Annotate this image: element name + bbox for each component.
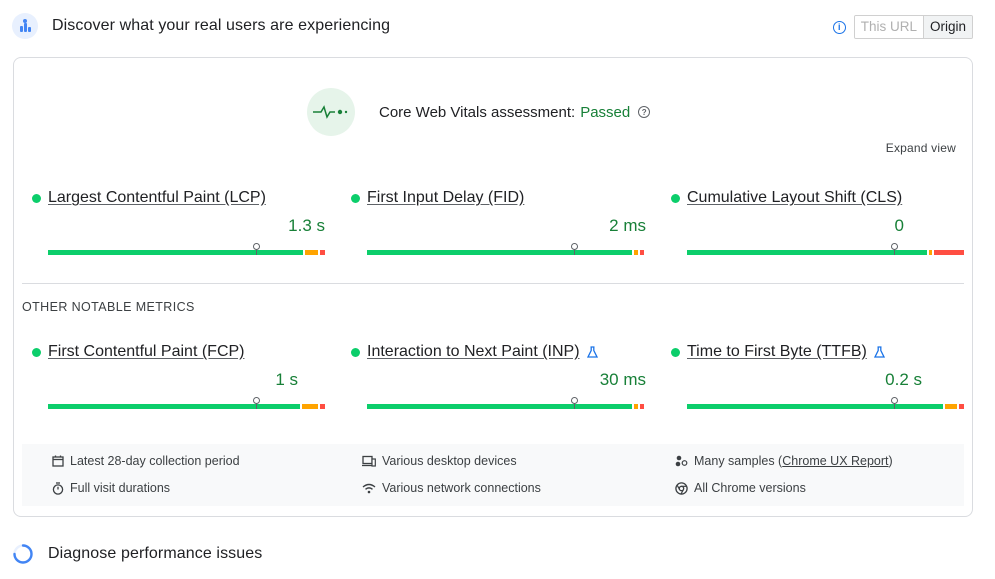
metric-fid: First Input Delay (FID) 2 ms — [351, 188, 646, 258]
metric-lcp: Largest Contentful Paint (LCP) 1.3 s — [32, 188, 325, 258]
info-icon[interactable]: i — [832, 20, 846, 34]
good-status-dot — [351, 347, 360, 357]
origin-button[interactable]: Origin — [923, 16, 972, 38]
collection-info-footer: Latest 28-day collection period Full vis… — [22, 444, 964, 506]
metric-value: 1.3 s — [288, 216, 325, 235]
metric-ttfb: Time to First Byte (TTFB) 0.2 s — [671, 342, 964, 412]
devices: Various desktop devices — [362, 454, 517, 468]
distribution-bar — [367, 397, 644, 409]
visit-durations-text: Full visit durations — [70, 481, 171, 495]
network: Various network connections — [362, 481, 541, 495]
chrome-icon — [675, 481, 688, 495]
metric-fcp: First Contentful Paint (FCP) 1 s — [32, 342, 325, 412]
devices-text: Various desktop devices — [382, 454, 517, 468]
distribution-bar — [367, 243, 644, 255]
metric-value: 1 s — [275, 370, 298, 389]
distribution-bar — [48, 243, 325, 255]
metric-cls: Cumulative Layout Shift (CLS) 0 — [671, 188, 964, 258]
metric-value: 30 ms — [599, 370, 646, 389]
help-icon[interactable]: ? — [638, 106, 651, 118]
assessment-label: Core Web Vitals assessment: — [379, 103, 576, 121]
chrome-ux-report-link[interactable]: Chrome UX Report — [782, 454, 889, 468]
samples-prefix-text: Many samples ( — [694, 454, 783, 468]
cwv-assessment: Core Web Vitals assessment: Passed ? — [307, 88, 651, 136]
expand-view-button[interactable]: Expand view — [885, 141, 956, 155]
other-metrics-label: OTHER NOTABLE METRICS — [22, 300, 195, 314]
metric-value: 0 — [894, 216, 904, 235]
good-status-dot — [351, 193, 360, 203]
metric-name-link[interactable]: Largest Contentful Paint (LCP) — [48, 189, 266, 206]
samples-icon — [675, 455, 688, 467]
field-data-header: Discover what your real users are experi… — [12, 11, 390, 41]
loading-spinner-icon — [13, 544, 33, 564]
metric-name-link[interactable]: Interaction to Next Paint (INP) — [367, 343, 580, 360]
field-data-card: Core Web Vitals assessment: Passed ? Exp… — [13, 57, 973, 517]
metric-name-link[interactable]: Time to First Byte (TTFB) — [687, 343, 867, 360]
devices-icon — [362, 455, 376, 467]
metric-value: 2 ms — [609, 216, 646, 235]
good-status-dot — [32, 193, 41, 203]
crux-users-icon — [12, 13, 38, 39]
chrome-versions-text: All Chrome versions — [694, 481, 806, 495]
experimental-flask-icon — [873, 346, 885, 358]
collection-period: Latest 28-day collection period — [52, 454, 240, 468]
good-status-dot — [671, 347, 680, 357]
metric-name-link[interactable]: First Contentful Paint (FCP) — [48, 343, 245, 360]
good-status-dot — [671, 193, 680, 203]
experimental-flask-icon — [586, 346, 598, 358]
pulse-icon — [307, 88, 355, 136]
visit-durations: Full visit durations — [52, 481, 170, 495]
stopwatch-icon — [52, 481, 64, 495]
distribution-bar — [687, 243, 964, 255]
metric-inp: Interaction to Next Paint (INP) 30 ms — [351, 342, 646, 412]
this-url-button[interactable]: This URL — [854, 16, 924, 38]
chrome-versions: All Chrome versions — [675, 481, 806, 495]
metric-name-link[interactable]: Cumulative Layout Shift (CLS) — [687, 189, 903, 206]
distribution-bar — [48, 397, 325, 409]
wifi-icon — [362, 483, 376, 493]
samples: Many samples (Chrome UX Report) — [675, 454, 893, 468]
diagnose-header: Diagnose performance issues — [12, 539, 262, 569]
collection-period-text: Latest 28-day collection period — [70, 454, 240, 468]
metric-value: 0.2 s — [885, 370, 922, 389]
samples-suffix-text: ) — [888, 454, 893, 468]
metric-name-link[interactable]: First Input Delay (FID) — [367, 189, 525, 206]
good-status-dot — [32, 347, 41, 357]
section-divider — [22, 283, 964, 284]
network-text: Various network connections — [382, 481, 541, 495]
distribution-bar — [687, 397, 964, 409]
diagnose-title: Diagnose performance issues — [48, 545, 263, 562]
url-origin-toggle: i This URL Origin — [832, 15, 973, 39]
calendar-icon — [52, 455, 64, 467]
section-title: Discover what your real users are experi… — [52, 17, 391, 34]
assessment-status: Passed — [580, 103, 631, 121]
